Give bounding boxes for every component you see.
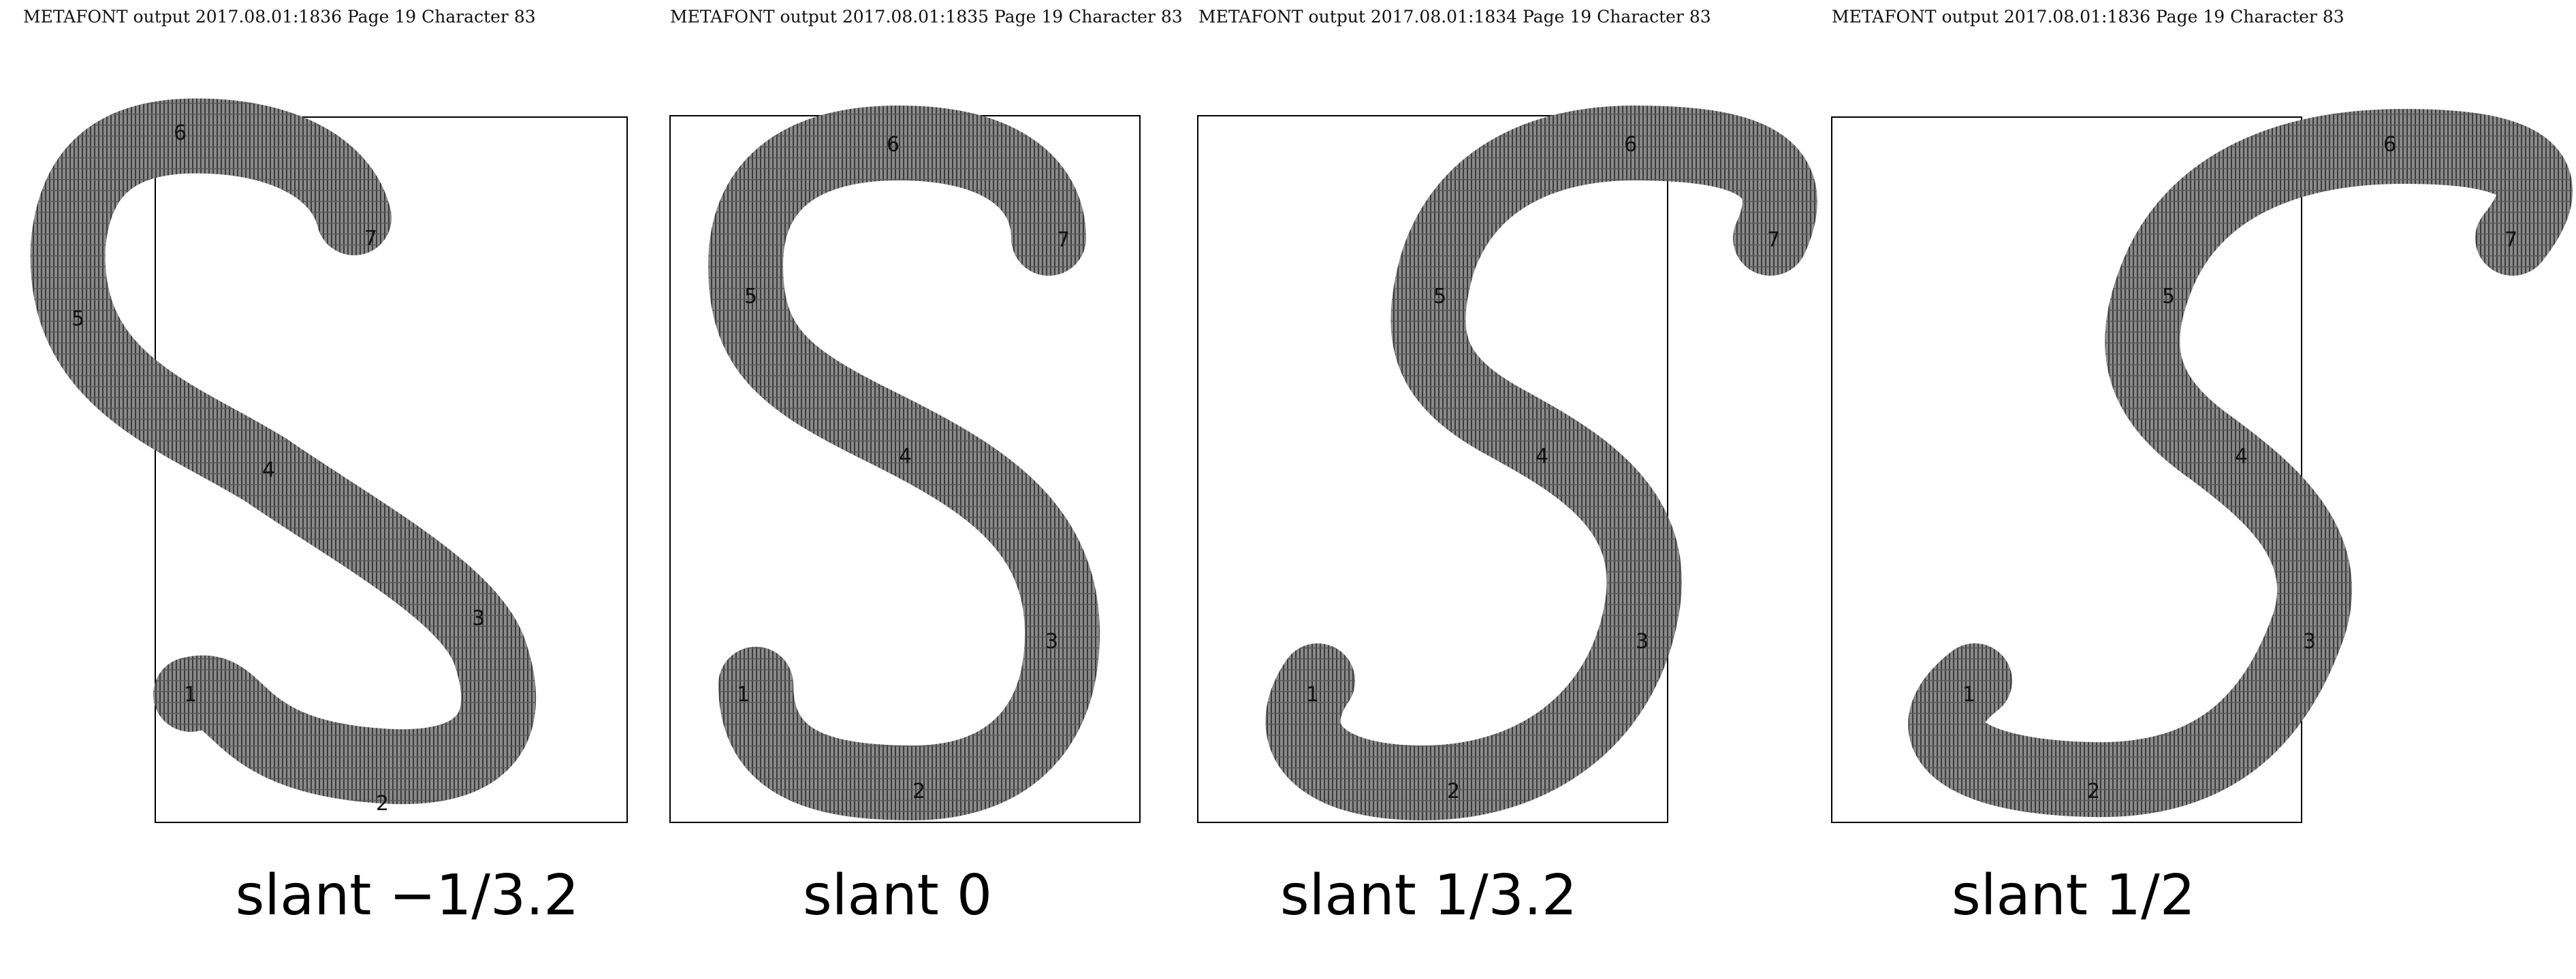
point-1: 1 <box>184 683 197 707</box>
panel-3: METAFONT output 2017.08.01:1834 Page 19 … <box>1198 0 1811 979</box>
point-3: 3 <box>472 607 485 630</box>
point-markers: 1 2 3 4 5 6 7 <box>1306 133 1780 803</box>
glyph-s <box>1908 108 2573 818</box>
point-3: 3 <box>1045 630 1058 654</box>
point-2: 2 <box>912 780 925 803</box>
point-4: 4 <box>1536 445 1548 468</box>
point-7: 7 <box>1057 228 1070 252</box>
caption-slant-3: slant 1/3.2 <box>1279 863 1578 928</box>
panel-4: METAFONT output 2017.08.01:1836 Page 19 … <box>1832 0 2445 979</box>
panel-header: METAFONT output 2017.08.01:1836 Page 19 … <box>23 7 536 27</box>
panel-header: METAFONT output 2017.08.01:1835 Page 19 … <box>670 7 1183 27</box>
caption-slant-1: slant −1/3.2 <box>235 863 579 928</box>
point-7: 7 <box>1767 228 1780 252</box>
panel-header: METAFONT output 2017.08.01:1834 Page 19 … <box>1198 7 1711 27</box>
point-1: 1 <box>737 683 750 707</box>
point-6: 6 <box>174 121 187 145</box>
glyph-s <box>707 105 1100 821</box>
point-6: 6 <box>1624 133 1637 157</box>
point-markers: 1 2 3 4 5 6 7 <box>737 133 1070 803</box>
caption-slant-4: slant 1/2 <box>1952 863 2195 928</box>
point-3: 3 <box>2303 630 2316 654</box>
point-2: 2 <box>1447 780 1460 803</box>
bounding-box <box>1197 115 1668 823</box>
point-5: 5 <box>2162 285 2175 308</box>
bounding-box <box>155 116 628 823</box>
glyph-s <box>1265 105 1817 821</box>
bounding-box <box>1831 116 2302 823</box>
glyph-panel-3: 1 2 3 4 5 6 7 <box>1197 105 1817 823</box>
glyph-panel-1: 1 2 3 4 5 6 7 <box>30 98 628 823</box>
point-markers: 1 2 3 4 5 6 7 <box>1962 133 2517 803</box>
point-7: 7 <box>364 227 377 251</box>
point-5: 5 <box>71 307 84 331</box>
point-4: 4 <box>2235 445 2248 468</box>
point-5: 5 <box>744 285 757 308</box>
panel-1: METAFONT output 2017.08.01:1836 Page 19 … <box>23 0 636 979</box>
point-6: 6 <box>887 133 900 157</box>
panel-2: METAFONT output 2017.08.01:1835 Page 19 … <box>670 0 1188 979</box>
point-2: 2 <box>376 792 389 816</box>
point-markers: 1 2 3 4 5 6 7 <box>71 121 485 816</box>
point-6: 6 <box>2383 133 2396 157</box>
glyph-s <box>30 98 537 805</box>
point-3: 3 <box>1636 630 1649 654</box>
point-4: 4 <box>899 445 912 468</box>
point-4: 4 <box>262 458 275 482</box>
point-1: 1 <box>1306 683 1319 707</box>
point-7: 7 <box>2505 228 2517 252</box>
glyph-panel-2: 1 2 3 4 5 6 7 <box>669 105 1141 823</box>
point-2: 2 <box>2087 780 2100 803</box>
panel-header: METAFONT output 2017.08.01:1836 Page 19 … <box>1832 7 2344 27</box>
point-1: 1 <box>1962 683 1975 707</box>
glyph-panel-4: 1 2 3 4 5 6 7 <box>1831 108 2573 823</box>
point-5: 5 <box>1433 285 1446 308</box>
caption-slant-2: slant 0 <box>802 863 993 928</box>
